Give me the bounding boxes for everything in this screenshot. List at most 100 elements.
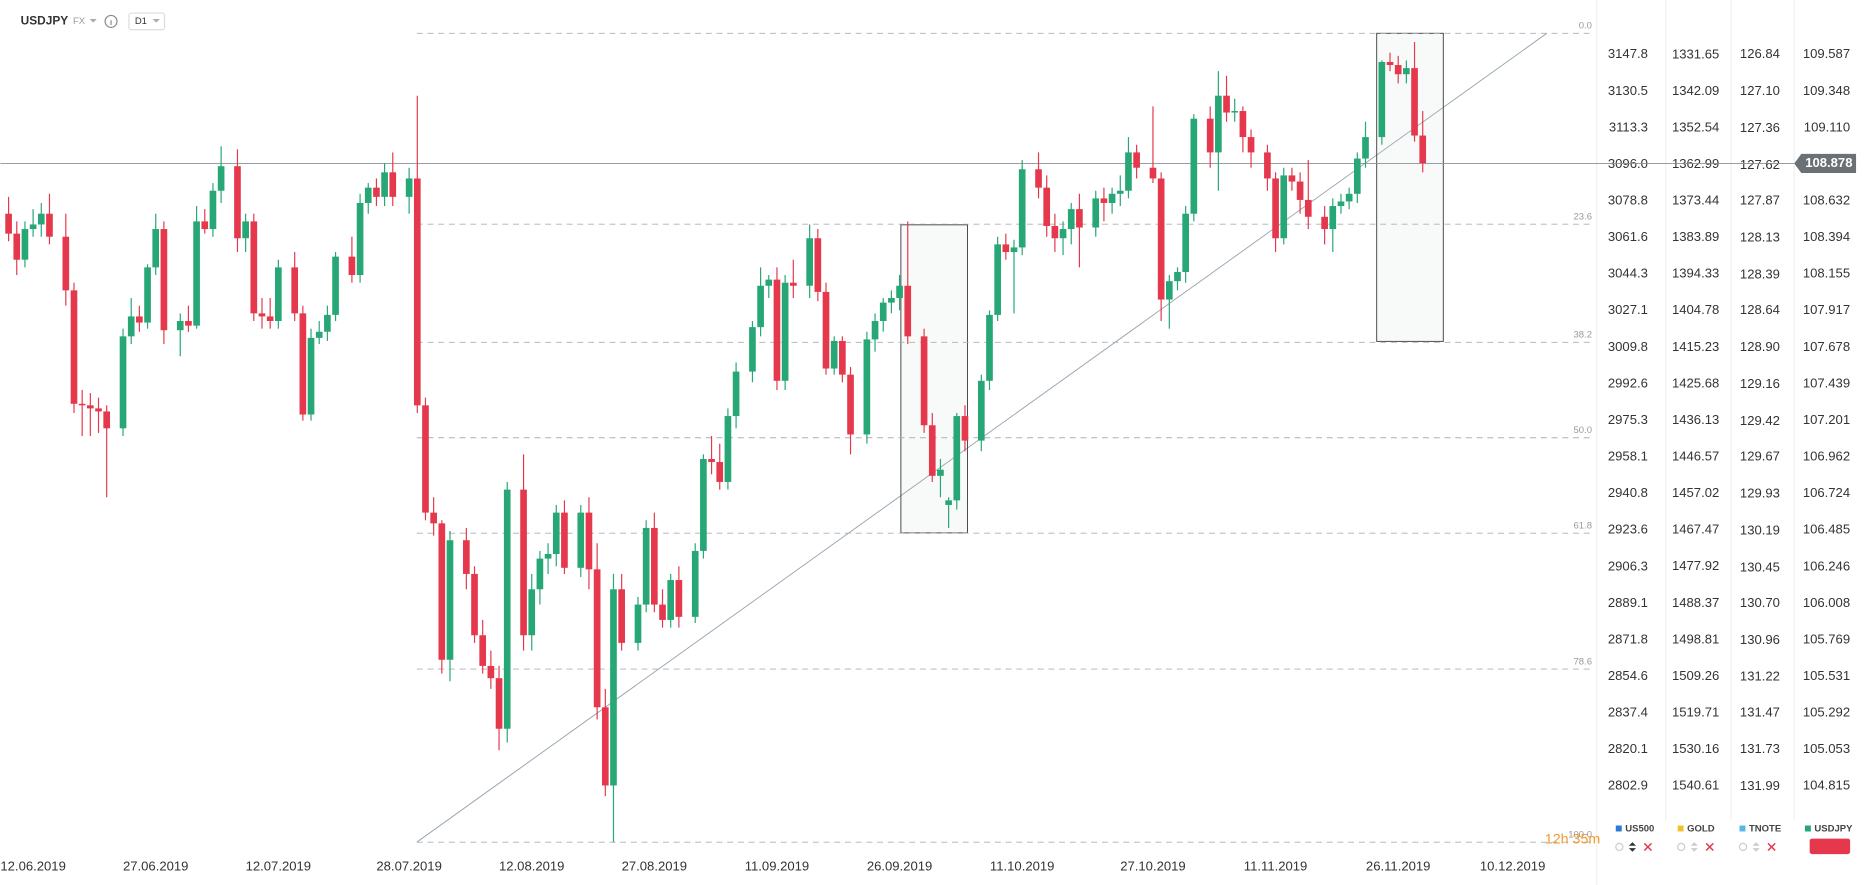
legend-label[interactable]: USDJPY <box>1814 824 1853 835</box>
current-price-tag <box>1794 153 1857 173</box>
legend-button[interactable] <box>1809 838 1851 855</box>
market-caret[interactable] <box>89 19 97 23</box>
candle-body <box>691 550 699 617</box>
fib-label: 100.0 <box>1568 830 1592 841</box>
candle-body <box>904 285 912 337</box>
y-tick-label: 106.724 <box>1803 485 1850 500</box>
candle-body <box>1100 198 1108 203</box>
candle-body <box>601 707 609 786</box>
candle-body <box>332 256 339 315</box>
candle-body <box>1174 271 1181 282</box>
candle-body <box>1010 247 1018 253</box>
y-tick-label: 129.93 <box>1740 485 1780 500</box>
candle-body <box>667 580 675 620</box>
candle-body <box>1386 61 1394 66</box>
symbol[interactable]: USDJPY <box>21 14 69 28</box>
y-tick-label: 1540.61 <box>1672 778 1719 793</box>
y-tick-label: 126.84 <box>1740 46 1780 61</box>
legend-move[interactable] <box>1690 842 1698 852</box>
x-tick-label: 12.07.2019 <box>246 859 311 874</box>
countdown: 12h 35m <box>1545 832 1601 848</box>
legend-eye[interactable] <box>1677 842 1686 852</box>
candle-body <box>994 244 1001 315</box>
y-tick-label: 131.47 <box>1740 704 1780 719</box>
candle-body <box>46 213 53 237</box>
candle-body <box>1403 68 1410 75</box>
candle-body <box>561 512 568 568</box>
candle-body <box>1215 95 1222 153</box>
y-tick-label: 3113.3 <box>1609 119 1648 134</box>
legend-label[interactable]: US500 <box>1625 824 1654 835</box>
candle-body <box>217 166 225 191</box>
candle-body <box>544 554 552 559</box>
candle-body <box>536 558 544 590</box>
info-icon[interactable] <box>104 14 118 28</box>
candle-body <box>1362 137 1369 159</box>
candle-body <box>528 589 536 636</box>
y-tick-label: 2820.1 <box>1608 741 1648 756</box>
legend-move[interactable] <box>1628 842 1637 852</box>
candle-body <box>127 316 135 337</box>
y-tick-label: 107.678 <box>1803 339 1850 354</box>
interval: D1 <box>135 16 147 27</box>
candle-body <box>307 337 315 415</box>
candle-body <box>814 238 822 292</box>
candle-body <box>757 285 764 328</box>
legend-remove[interactable] <box>1705 842 1714 852</box>
candle-body <box>185 321 192 326</box>
x-tick-label: 27.08.2019 <box>622 859 687 874</box>
candle-body <box>1059 229 1067 239</box>
candle-body <box>1092 198 1100 228</box>
legend-move[interactable] <box>1752 842 1760 852</box>
candle-body <box>242 221 249 239</box>
interval-select[interactable] <box>128 12 166 31</box>
y-tick-label: 2871.8 <box>1608 632 1648 647</box>
y-tick-label: 2958.1 <box>1608 448 1648 463</box>
candle-body <box>1288 175 1296 182</box>
candle-body <box>364 187 372 203</box>
candle-body <box>471 573 478 636</box>
y-tick-label: 1467.47 <box>1672 522 1719 537</box>
candle-body <box>160 229 168 331</box>
candle-body <box>405 178 413 197</box>
candle-body <box>258 313 266 317</box>
candle-body <box>1133 152 1140 168</box>
legend-swatch <box>1739 825 1746 832</box>
candle-body <box>356 202 364 276</box>
candle-body <box>152 229 160 268</box>
legend-label[interactable]: TNOTE <box>1749 824 1781 835</box>
y-tick-label: 3009.8 <box>1608 339 1648 354</box>
range-box[interactable] <box>1376 32 1444 342</box>
y-tick-label: 108.394 <box>1803 229 1850 244</box>
legend-remove[interactable] <box>1643 842 1653 852</box>
candle-body <box>193 221 200 326</box>
y-tick-label: 2906.3 <box>1608 558 1648 573</box>
y-tick-label: 2992.6 <box>1608 375 1648 390</box>
legend-eye[interactable] <box>1615 842 1624 852</box>
y-tick-label: 1488.37 <box>1672 595 1719 610</box>
candle-body <box>315 331 323 338</box>
candle-body <box>176 321 184 331</box>
candle-body <box>659 604 666 620</box>
candle-body <box>920 336 928 426</box>
y-tick-label: 2975.3 <box>1608 412 1648 427</box>
y-tick-label: 2923.6 <box>1608 522 1648 537</box>
legend-eye[interactable] <box>1738 842 1748 852</box>
candle-body <box>381 172 388 197</box>
candle-body <box>1411 68 1418 136</box>
y-tick-label: 3078.8 <box>1608 193 1648 208</box>
x-tick-label: 11.10.2019 <box>990 859 1054 874</box>
candle-body <box>62 236 70 291</box>
y-tick-label: 127.10 <box>1740 83 1780 98</box>
candle-body <box>1321 216 1328 230</box>
candle-body <box>324 314 331 332</box>
candle-body <box>1394 65 1402 75</box>
legend-remove[interactable] <box>1767 842 1776 852</box>
legend-label[interactable]: GOLD <box>1687 824 1715 835</box>
candle-body <box>618 589 625 643</box>
candle-body <box>634 604 642 643</box>
candle-body <box>1116 190 1124 194</box>
y-tick-label: 131.73 <box>1740 741 1780 756</box>
candle-body <box>847 374 854 435</box>
candle-body <box>806 238 813 286</box>
